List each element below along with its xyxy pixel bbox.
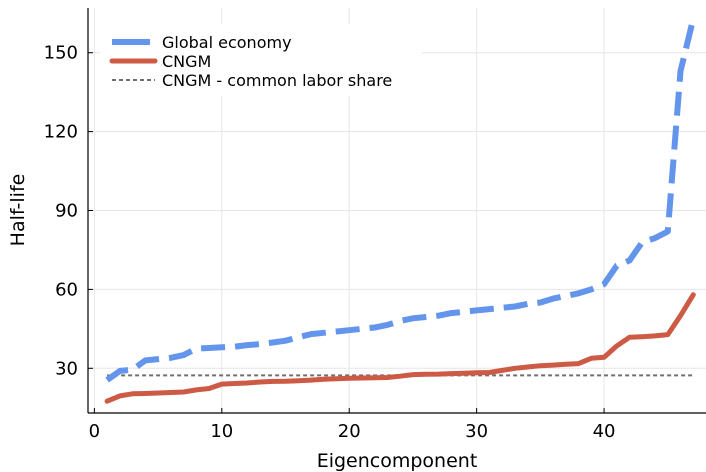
- x-tick-label: 0: [89, 421, 100, 442]
- legend-label-0: Global economy: [162, 33, 292, 52]
- x-tick-label: 20: [338, 421, 361, 442]
- x-tick-label: 40: [593, 421, 616, 442]
- series-line-1: [104, 292, 696, 404]
- x-tick-label: 30: [465, 421, 488, 442]
- y-tick-label: 90: [55, 201, 78, 222]
- y-tick-label: 150: [44, 43, 78, 64]
- y-ticks: 30 60 90 120 150: [44, 43, 93, 379]
- y-axis-label: Half-life: [7, 174, 29, 247]
- legend-label-1: CNGM: [162, 52, 211, 71]
- y-tick-label: 30: [55, 358, 78, 379]
- y-tick-label: 120: [44, 122, 78, 143]
- legend-label-2: CNGM - common labor share: [162, 71, 392, 90]
- y-tick-label: 60: [55, 279, 78, 300]
- series-lines: [104, 17, 697, 404]
- x-axis-label: Eigencomponent: [317, 450, 478, 472]
- x-ticks: 0 10 20 30 40: [89, 408, 616, 442]
- series-line-0: [105, 17, 697, 383]
- x-tick-label: 10: [210, 421, 233, 442]
